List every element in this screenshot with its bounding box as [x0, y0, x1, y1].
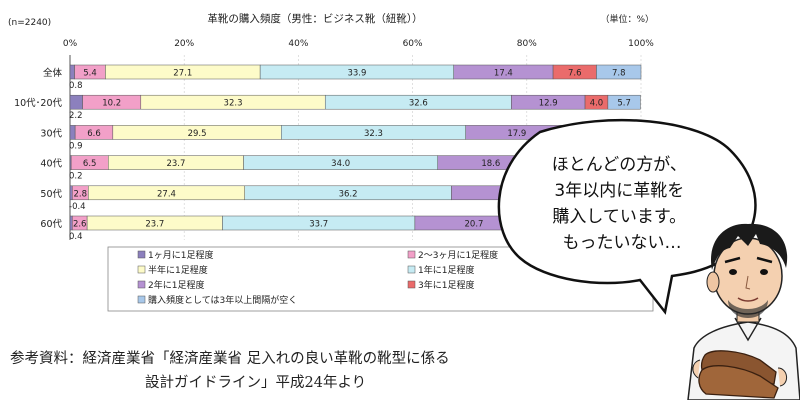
legend-swatch — [137, 265, 146, 274]
x-tick-label: 40% — [288, 39, 308, 49]
x-tick-label: 80% — [517, 39, 537, 49]
legend-label: 2〜3ヶ月に1足程度 — [418, 249, 498, 261]
unit-label: （単位：%） — [600, 13, 654, 25]
data-label: 32.3 — [364, 129, 383, 139]
legend-swatch — [407, 265, 416, 274]
category-label: 全体 — [43, 67, 63, 79]
legend-label: 1年に1足程度 — [418, 264, 474, 276]
bar-segment — [69, 215, 73, 231]
data-label: 2.8 — [74, 189, 88, 199]
bubble-line-1: ほとんどの方が、 — [552, 155, 687, 175]
bar-segment — [69, 94, 83, 110]
legend-swatch — [407, 250, 416, 259]
bar-segment — [69, 125, 76, 140]
bar-segment — [69, 64, 75, 80]
data-label: 0.8 — [69, 81, 83, 91]
data-label: -0.4 — [69, 202, 86, 212]
sample-size: (n=2240) — [8, 18, 51, 28]
data-label: 33.7 — [309, 220, 328, 230]
data-label: 17.9 — [507, 129, 526, 139]
category-label: 10代･20代 — [14, 98, 62, 109]
data-label: 4.0 — [590, 99, 604, 109]
x-tick-label: 20% — [174, 39, 194, 49]
data-label: 32.6 — [409, 99, 428, 109]
data-label: 27.1 — [173, 69, 192, 79]
data-label: 0.2 — [69, 172, 83, 182]
data-label: 2.6 — [73, 220, 87, 230]
legend-swatch — [137, 250, 146, 259]
data-label: 18.6 — [481, 159, 500, 169]
legend-swatch — [407, 280, 416, 289]
speech-bubble-shape — [497, 118, 757, 315]
data-label: 0.4 — [69, 232, 83, 242]
data-label: 12.9 — [539, 99, 558, 109]
data-label: 6.6 — [87, 129, 101, 139]
data-label: 5.7 — [617, 99, 631, 109]
data-label: 34.0 — [331, 159, 350, 169]
data-label: 2.2 — [69, 111, 83, 121]
source-citation: 参考資料：経済産業省「経済産業省 足入れの良い革靴の靴型に係る 設計ガイドライン… — [10, 347, 570, 395]
data-label: 10.2 — [102, 99, 121, 109]
source-line-2: 設計ガイドライン」平成24年より — [145, 375, 367, 391]
category-labels: 全体 10代･20代 30代 40代 50代 60代 — [14, 67, 62, 230]
bubble-line-4: もったいない… — [563, 233, 682, 253]
source-line-1: 参考資料：経済産業省「経済産業省 足入れの良い革靴の靴型に係る — [10, 351, 450, 367]
man-illustration — [687, 223, 800, 400]
data-label: 17.4 — [494, 69, 513, 79]
legend-label: 半年に1足程度 — [148, 264, 208, 276]
bubble-line-3: 購入しています。 — [552, 207, 686, 227]
data-label: 6.5 — [83, 159, 97, 169]
x-tick-label: 0% — [63, 39, 78, 49]
category-label: 30代 — [40, 128, 62, 139]
legend-label: 1ヶ月に1足程度 — [148, 249, 213, 261]
bar-segment — [596, 64, 642, 80]
legend-swatch — [137, 280, 146, 289]
bar-segment — [607, 94, 641, 110]
chart-title: 革靴の購入頻度（男性：ビジネス靴（紐靴）） — [207, 12, 422, 25]
data-label: 32.3 — [224, 99, 243, 109]
data-label: 27.4 — [157, 189, 176, 199]
data-label: 23.7 — [166, 159, 185, 169]
svg-text:ほとんどの方が、 3年以内に革靴を: ほとんどの方が、 3年以内に革靴を 購入しています。 もったいない… — [552, 155, 693, 253]
bubble-line-2: 3年以内に革靴を — [554, 181, 684, 201]
bar-segment — [69, 185, 73, 201]
data-label: 23.7 — [145, 220, 164, 230]
x-axis-ticks: 0% 20% 40% 60% 80% 100% — [63, 39, 654, 49]
x-tick-label: 100% — [628, 39, 654, 49]
legend-swatch — [137, 295, 146, 304]
legend-label: 購入頻度としては3年以上間隔が空く — [148, 294, 297, 306]
data-label: 33.9 — [347, 69, 366, 79]
data-label: 0.9 — [69, 141, 83, 151]
legend-label: 3年に1足程度 — [418, 279, 474, 291]
legend-label: 2年に1足程度 — [148, 279, 204, 291]
data-label: 20.7 — [465, 220, 484, 230]
category-label: 40代 — [40, 159, 62, 170]
data-label: 7.6 — [568, 69, 582, 79]
speech-bubble: ほとんどの方が、 3年以内に革靴を 購入しています。 もったいない… — [497, 118, 757, 315]
data-label: 29.5 — [188, 129, 207, 139]
data-label: 36.2 — [339, 189, 358, 199]
data-label: 5.4 — [83, 69, 97, 79]
x-tick-label: 60% — [403, 39, 423, 49]
category-label: 60代 — [40, 219, 62, 230]
category-label: 50代 — [40, 189, 62, 200]
data-label: 7.8 — [612, 69, 626, 79]
